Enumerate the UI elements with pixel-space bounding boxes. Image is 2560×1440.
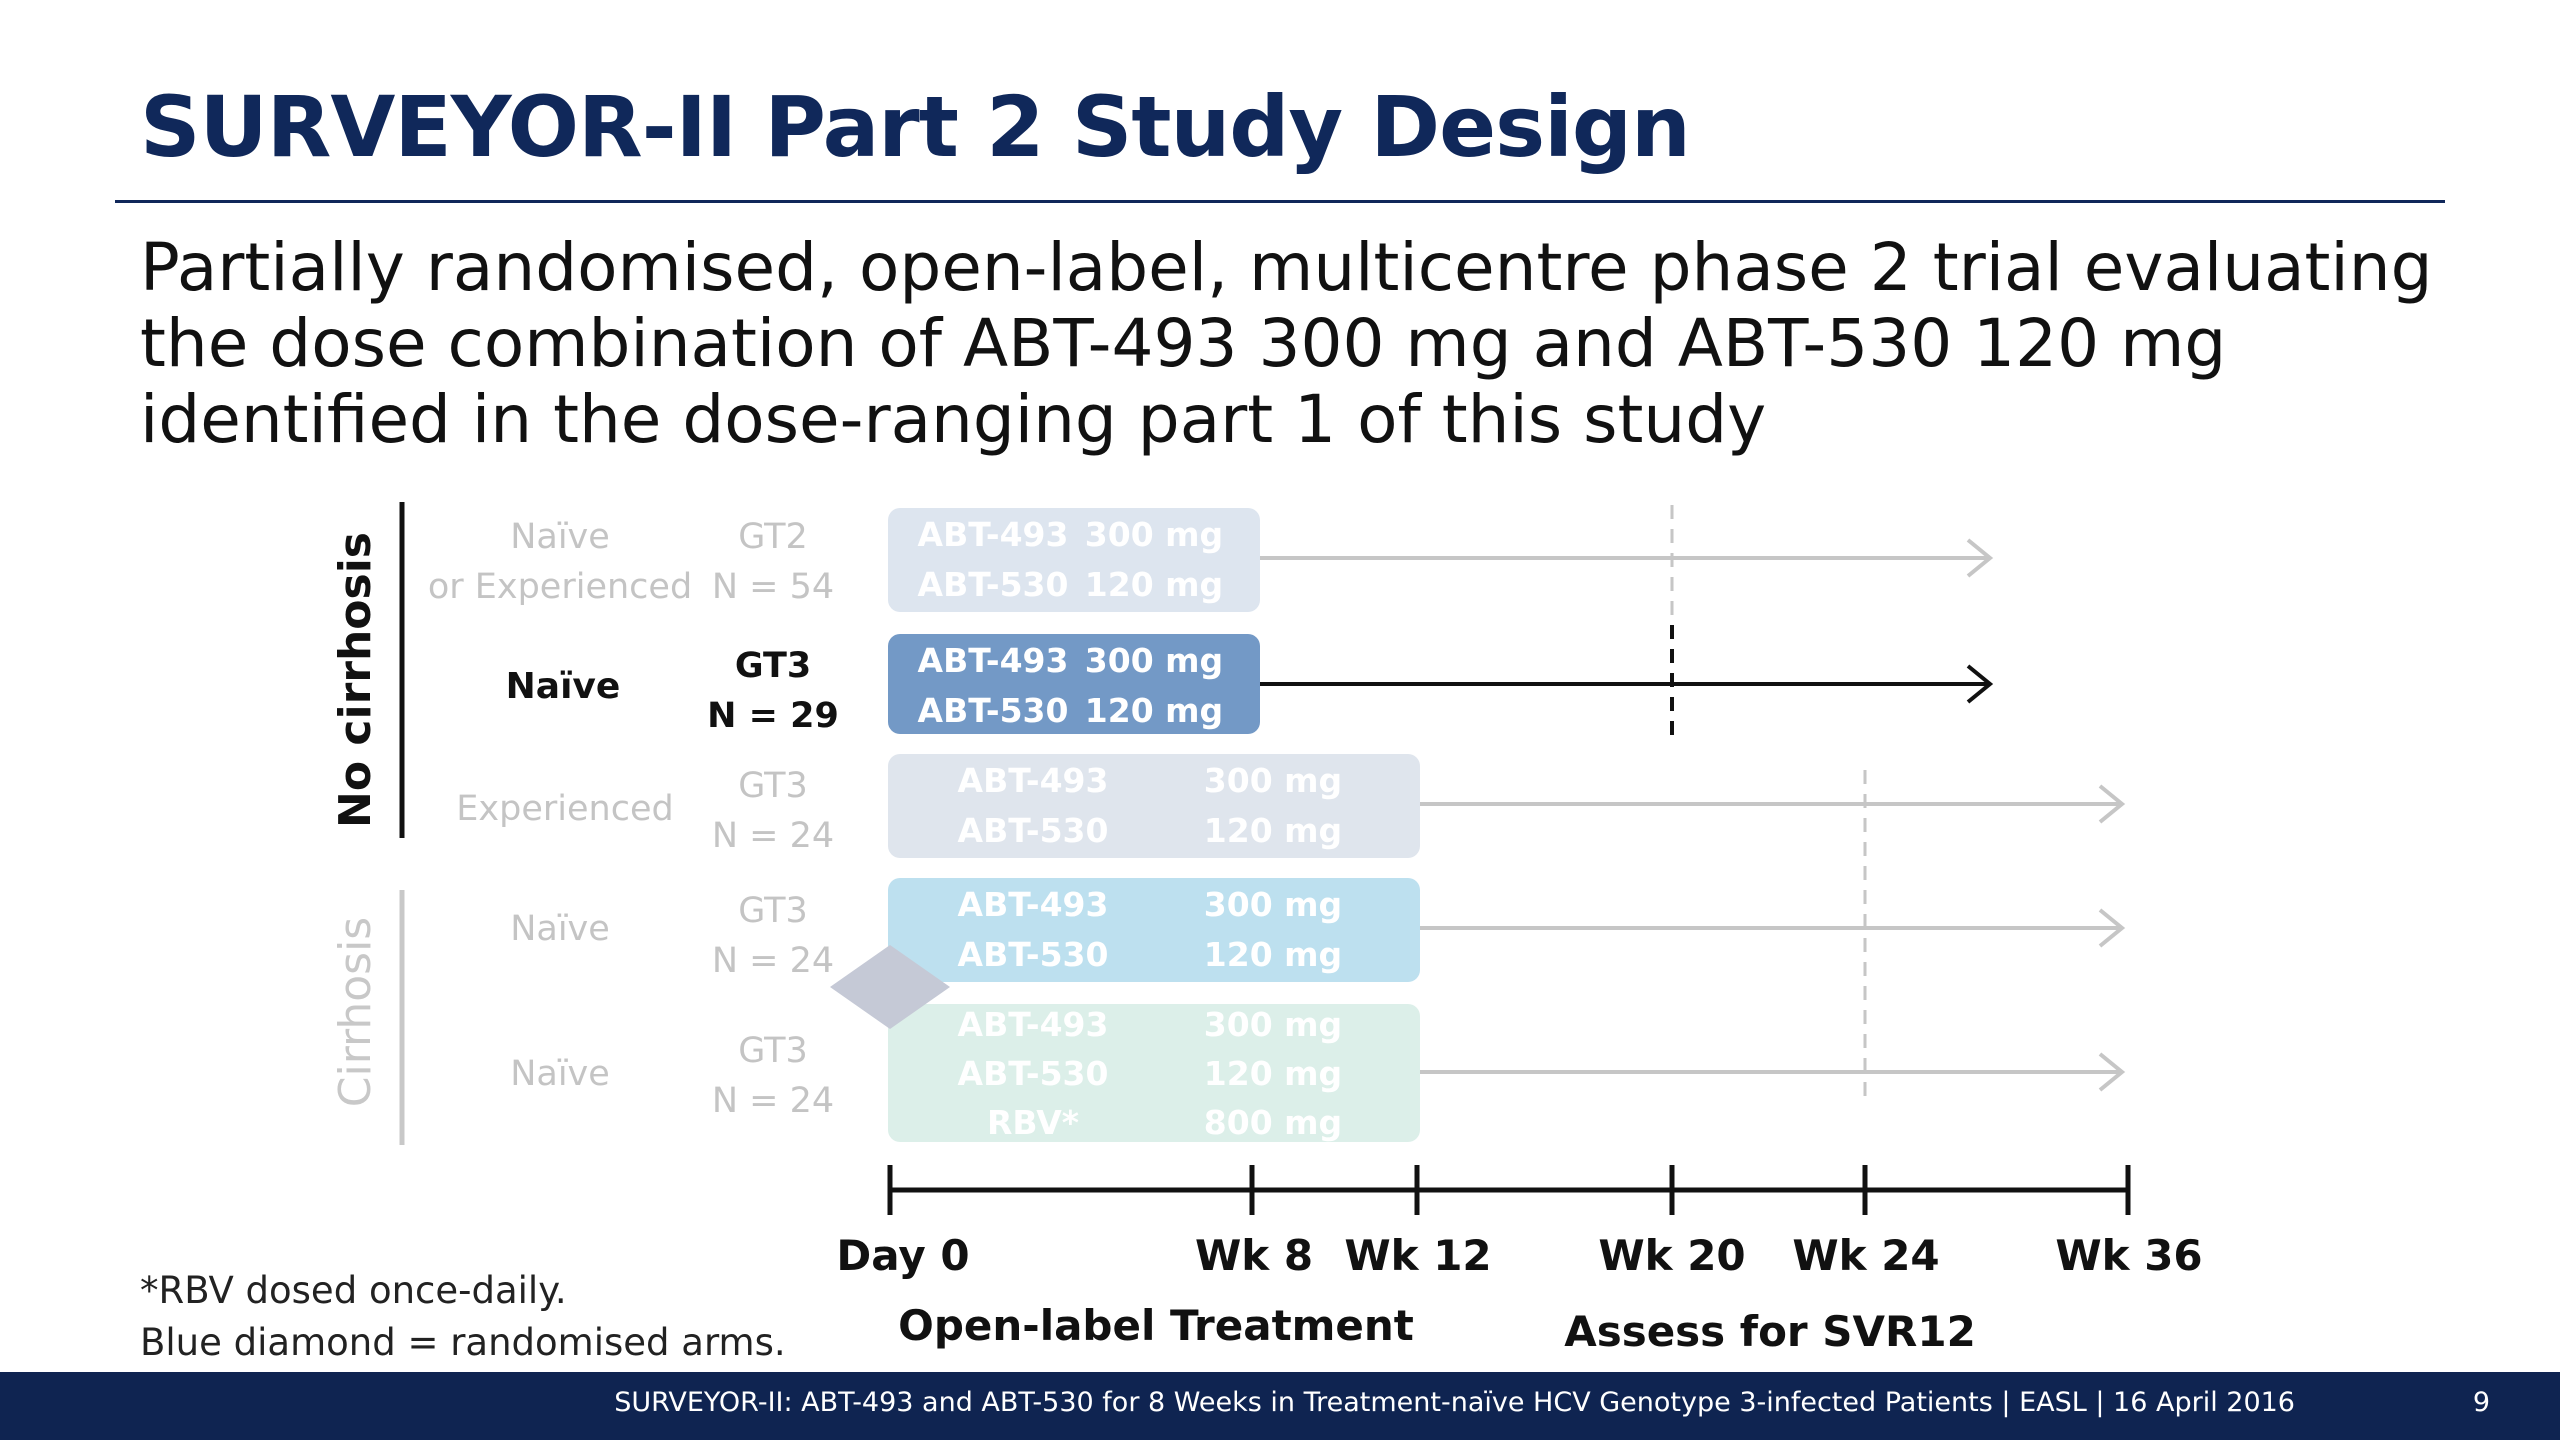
- arm-1-population: Naïve: [510, 517, 610, 557]
- arm-2-dose: 300 mg: [1085, 641, 1223, 680]
- arm-3-arrowhead: [2098, 784, 2126, 824]
- arm-1-arrowhead: [1966, 538, 1994, 578]
- arm-5-dose: 120 mg: [1204, 1054, 1342, 1093]
- timeline-axis: Day 0 Wk 8 Wk 12 Wk 20 Wk 24 Wk 36 Open-…: [836, 1165, 2203, 1356]
- arm-5-treatment-box: [888, 1004, 1420, 1142]
- arm-5-drug: RBV*: [987, 1103, 1079, 1142]
- arm-2-drug: ABT-493: [918, 641, 1069, 680]
- slide-title: SURVEYOR-II Part 2 Study Design: [140, 78, 1691, 176]
- study-description-line: Partially randomised, open-label, multic…: [140, 229, 2433, 306]
- timeline-label-day0: Day 0: [836, 1231, 969, 1280]
- timeline-label-wk8: Wk 8: [1195, 1231, 1313, 1280]
- arm-4-drug: ABT-530: [958, 935, 1109, 974]
- arm-5-arrowhead: [2098, 1052, 2126, 1092]
- timeline-label-wk20: Wk 20: [1598, 1231, 1745, 1280]
- study-description-line: the dose combination of ABT-493 300 mg a…: [140, 305, 2227, 382]
- arm-4-arrowhead: [2098, 908, 2126, 948]
- cirrhosis-label: Cirrhosis: [330, 917, 381, 1107]
- arm-1-dose: 300 mg: [1085, 515, 1223, 554]
- arm-2-sample-size: N = 29: [707, 696, 839, 736]
- arm-1-drug: ABT-493: [918, 515, 1069, 554]
- arm-5-dose: 300 mg: [1204, 1005, 1342, 1044]
- arm-5-drug: ABT-493: [958, 1005, 1109, 1044]
- arm-4-dose: 300 mg: [1204, 885, 1342, 924]
- arm-5-genotype: GT3: [738, 1031, 808, 1071]
- arm-3-dose: 120 mg: [1204, 811, 1342, 850]
- arm-4-population: Naïve: [510, 909, 610, 949]
- arm-2-treatment-box: [888, 634, 1260, 734]
- footnotes: *RBV dosed once-daily. Blue diamond = ra…: [140, 1265, 786, 1369]
- footer-citation: SURVEYOR-II: ABT-493 and ABT-530 for 8 W…: [614, 1387, 2295, 1418]
- timeline-label-wk24: Wk 24: [1792, 1231, 1939, 1280]
- arm-4-dose: 120 mg: [1204, 935, 1342, 974]
- arm-4-drug: ABT-493: [958, 885, 1109, 924]
- svr12-assessment-label: Assess for SVR12: [1564, 1307, 1976, 1356]
- arm-3-sample-size: N = 24: [712, 816, 834, 856]
- arm-5-dose: 800 mg: [1204, 1103, 1342, 1142]
- no-cirrhosis-label: No cirrhosis: [330, 532, 381, 828]
- arm-5-population: Naïve: [510, 1054, 610, 1094]
- page-number: 9: [2472, 1387, 2490, 1418]
- arm-3-drug: ABT-530: [958, 811, 1109, 850]
- study-description: Partially randomised, open-label, multic…: [140, 230, 2440, 458]
- rbv-footnote: *RBV dosed once-daily.: [140, 1269, 567, 1312]
- arm-1-population: or Experienced: [428, 567, 692, 607]
- arm-3-genotype: GT3: [738, 766, 808, 806]
- arm-1-dose: 120 mg: [1085, 565, 1223, 604]
- arm-1-genotype: GT2: [738, 517, 808, 557]
- arm-3-drug: ABT-493: [958, 761, 1109, 800]
- arm-2-dose: 120 mg: [1085, 691, 1223, 730]
- timeline-label-wk36: Wk 36: [2055, 1231, 2202, 1280]
- arm-4-treatment-box: [888, 878, 1420, 982]
- arm-2-drug: ABT-530: [918, 691, 1069, 730]
- treatment-period-label: Open-label Treatment: [898, 1301, 1414, 1350]
- arm-4-genotype: GT3: [738, 891, 808, 931]
- title-divider: [115, 200, 2445, 203]
- timeline-label-wk12: Wk 12: [1344, 1231, 1491, 1280]
- arm-3-dose: 300 mg: [1204, 761, 1342, 800]
- arm-3-population: Experienced: [456, 789, 673, 829]
- arm-2-genotype: GT3: [735, 646, 811, 686]
- arm-2-population: Naïve: [506, 666, 621, 707]
- arm-1-sample-size: N = 54: [712, 567, 834, 607]
- study-description-line: identified in the dose-ranging part 1 of…: [140, 381, 1767, 458]
- arm-5-sample-size: N = 24: [712, 1081, 834, 1121]
- arm-4-sample-size: N = 24: [712, 941, 834, 981]
- arm-2-arrowhead: [1966, 664, 1994, 704]
- arm-1-drug: ABT-530: [918, 565, 1069, 604]
- arm-1-treatment-box: [888, 508, 1260, 612]
- footer-bar: SURVEYOR-II: ABT-493 and ABT-530 for 8 W…: [0, 1372, 2560, 1440]
- arm-3-treatment-box: [888, 754, 1420, 858]
- arm-5-drug: ABT-530: [958, 1054, 1109, 1093]
- randomisation-diamond: [830, 945, 950, 1029]
- diamond-footnote: Blue diamond = randomised arms.: [140, 1321, 786, 1364]
